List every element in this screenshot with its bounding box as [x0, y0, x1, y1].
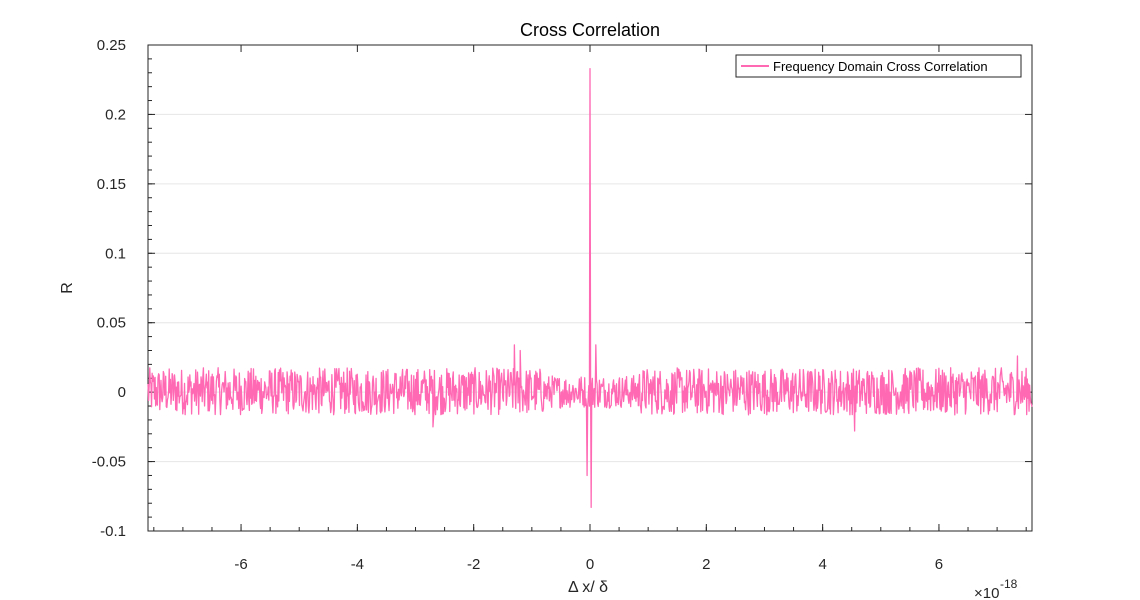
x-exponent: ×10 -18: [974, 577, 1018, 600]
x-tick-label: -2: [467, 556, 480, 573]
y-axis-label: R: [59, 282, 76, 294]
series-line-frequency-domain-cross-correlation: [147, 67, 1033, 509]
y-tick-label: 0: [118, 384, 126, 401]
y-tick-label: -0.05: [92, 454, 126, 471]
legend-label: Frequency Domain Cross Correlation: [773, 59, 988, 74]
y-tick-label: 0.15: [97, 176, 126, 193]
legend: Frequency Domain Cross Correlation: [735, 54, 1022, 78]
y-tick-label: 0.1: [105, 245, 126, 262]
y-tick-label: 0.2: [105, 106, 126, 123]
legend-box: [735, 54, 1022, 78]
y-tick-label: -0.1: [100, 523, 126, 540]
y-tick-label: 0.05: [97, 315, 126, 332]
x-exponent-base: ×10: [974, 585, 999, 600]
axes: -0.1 -0.05 0 0.05 0.1 0.15 0.2 0.25 -6 -4 -2 0 2 4 6: [92, 37, 1032, 573]
x-exponent-power: -18: [1000, 577, 1018, 591]
x-tick-label: 0: [586, 556, 594, 573]
x-tick-label: 2: [702, 556, 710, 573]
x-tick-label: 6: [935, 556, 943, 573]
chart-title: Cross Correlation: [520, 20, 660, 40]
x-tick-label: 4: [818, 556, 826, 573]
x-tick-label: -6: [234, 556, 247, 573]
x-axis-label: Δ x/ δ: [568, 579, 608, 596]
x-tick-label: -4: [351, 556, 364, 573]
y-tick-label: 0.25: [97, 37, 126, 54]
